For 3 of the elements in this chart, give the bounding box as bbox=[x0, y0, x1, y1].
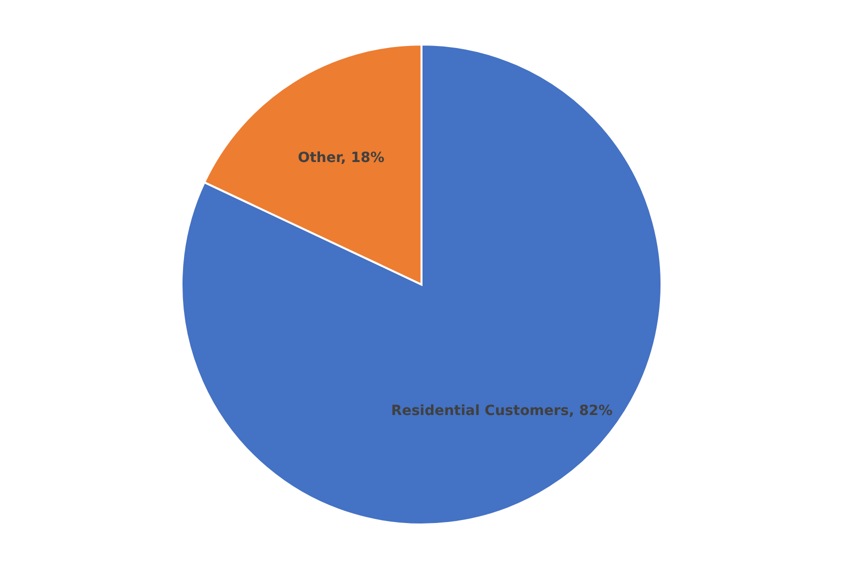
slice-label: Other, 18% bbox=[298, 150, 384, 166]
slice-label: Residential Customers, 82% bbox=[391, 403, 613, 420]
pie-slice bbox=[180, 44, 662, 526]
